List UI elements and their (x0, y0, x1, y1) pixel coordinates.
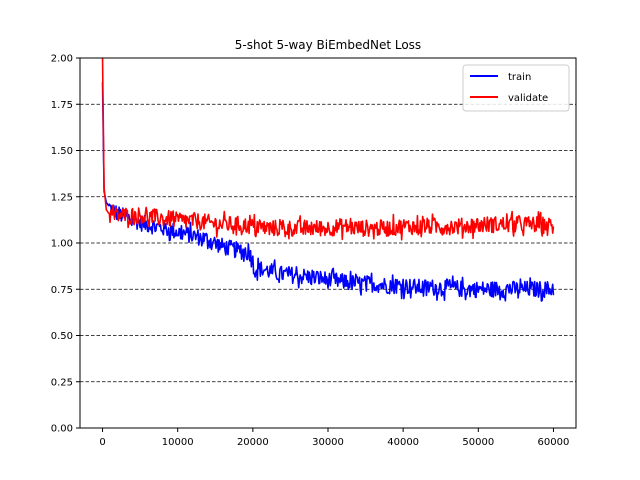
y-tick-label: 1.00 (51, 239, 73, 250)
y-tick-label: 0.75 (51, 285, 73, 296)
y-axis: 0.00 0.25 0.50 0.75 1.00 1.25 1.50 1.75 2.00 (51, 54, 80, 435)
x-tick-label: 30000 (312, 437, 344, 448)
x-axis: 0 10000 20000 30000 40000 50000 60000 (99, 428, 569, 448)
x-tick-label: 60000 (538, 437, 570, 448)
x-tick-label: 10000 (162, 437, 194, 448)
series-line-validate (101, 58, 555, 241)
y-tick-label: 1.75 (51, 100, 73, 111)
series-layer (101, 58, 555, 302)
y-tick-label: 0.50 (51, 331, 73, 342)
x-tick-label: 0 (99, 437, 105, 448)
legend-label-train: train (508, 72, 531, 83)
y-tick-label: 0.25 (51, 377, 73, 388)
legend: train validate (462, 64, 570, 112)
y-tick-label: 0.00 (51, 424, 73, 435)
x-tick-label: 40000 (387, 437, 419, 448)
legend-label-validate: validate (508, 93, 548, 104)
chart-title: 5-shot 5-way BiEmbedNet Loss (235, 38, 421, 52)
y-tick-label: 1.25 (51, 192, 73, 203)
x-tick-label: 20000 (237, 437, 269, 448)
series-line-train (101, 82, 555, 302)
y-tick-label: 1.50 (51, 146, 73, 157)
y-tick-label: 2.00 (51, 54, 73, 65)
x-tick-label: 50000 (462, 437, 494, 448)
